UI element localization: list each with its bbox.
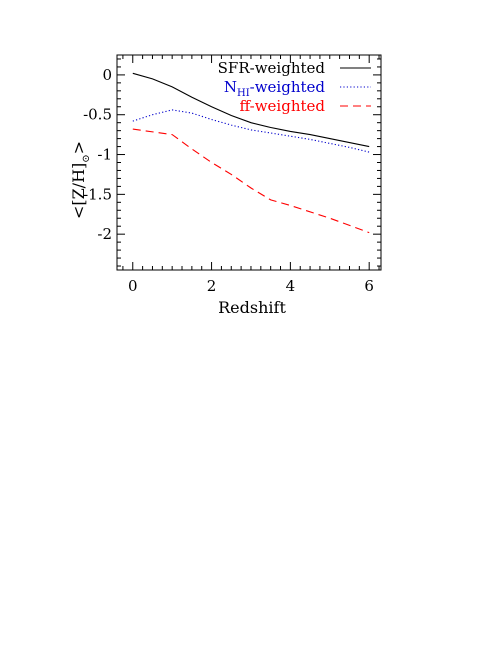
- y-tick-label: -2: [97, 225, 112, 243]
- y-tick-label: -1: [97, 146, 112, 164]
- y-tick-label: -1.5: [83, 185, 112, 203]
- series-lines: [132, 72, 370, 234]
- legend-label-2: ff-weighted: [240, 97, 326, 115]
- x-tick-label: 6: [364, 277, 374, 295]
- y-axis-title: <[Z/H]⊙>: [69, 141, 92, 219]
- x-tick-label: 2: [207, 277, 217, 295]
- series-line-2: [132, 128, 370, 234]
- legend-label-1: NHI-weighted: [224, 78, 326, 99]
- y-tick-label: 0: [102, 66, 112, 84]
- legend-label-0: SFR-weighted: [218, 59, 326, 77]
- x-tick-label: 0: [128, 277, 138, 295]
- x-axis-title: Redshift: [218, 298, 286, 317]
- axis-ticks: [117, 55, 381, 270]
- x-tick-label: 4: [286, 277, 296, 295]
- axis-tick-labels: 0 2 4 6 0 -0.5 -1 -1.5 -2: [83, 66, 374, 295]
- series-line-0: [132, 72, 370, 148]
- series-line-1: [132, 109, 370, 153]
- y-tick-label: -0.5: [83, 106, 112, 124]
